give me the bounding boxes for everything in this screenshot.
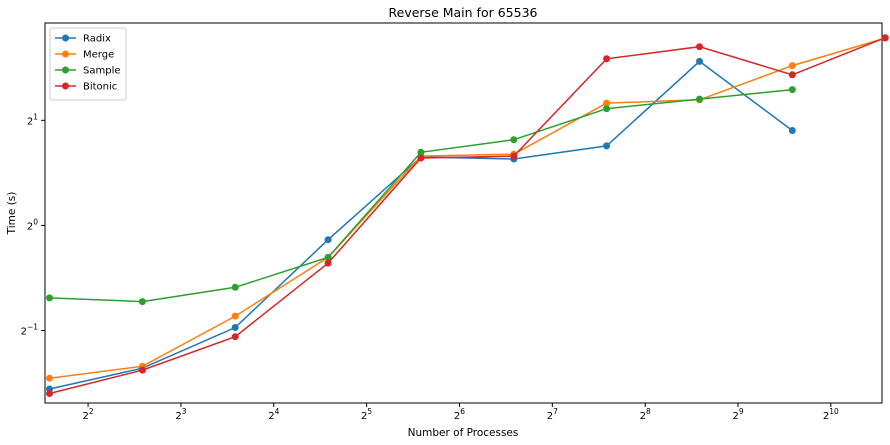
x-tick-exponent: 3 [182,407,187,416]
data-point-sample [696,95,703,103]
data-point-merge [46,374,53,382]
data-point-bitonic [510,152,518,160]
x-tick-label: 26 [454,407,465,422]
data-point-sample [603,105,611,113]
data-point-merge [788,62,796,70]
x-tick-exponent: 6 [460,407,465,416]
y-tick-base: 2 [27,221,33,232]
legend-marker [62,66,69,74]
x-tick-label: 29 [732,407,743,422]
x-tick-base: 2 [640,411,646,422]
series-line-bitonic [49,37,886,395]
data-point-bitonic [603,55,611,63]
x-tick-label: 24 [268,407,279,422]
data-point-bitonic [231,333,239,341]
x-tick-exponent: 4 [275,407,280,416]
legend-item-radix: Radix [55,34,111,45]
legend-item-merge: Merge [55,50,114,61]
data-point-bitonic [417,154,425,162]
legend-frame [49,27,127,101]
x-tick-label: 22 [82,407,93,422]
x-tick-label: 210 [823,407,839,422]
data-point-sample [46,294,53,302]
series-line-merge [49,37,886,379]
legend-marker [62,50,69,58]
x-tick-label: 25 [361,407,372,422]
data-point-radix [324,236,332,244]
y-tick-exponent: 1 [33,112,38,121]
y-tick-label: 21 [27,112,38,127]
data-point-bitonic [138,366,146,374]
x-tick-label: 27 [547,407,558,422]
x-tick-label: 23 [175,407,186,422]
data-point-radix [603,142,611,150]
x-tick-exponent: 8 [646,407,651,416]
x-tick-base: 2 [454,411,460,422]
data-point-sample [231,283,239,291]
data-point-sample [417,148,425,156]
x-tick-exponent: 2 [89,407,94,416]
legend-label: Bitonic [83,82,117,93]
y-tick-exponent: 0 [33,217,38,226]
x-tick-exponent: 7 [553,407,558,416]
y-tick-exponent: −1 [27,323,38,332]
x-tick-exponent: 10 [829,407,839,416]
data-point-radix [696,57,703,65]
y-tick-label: 2−1 [21,323,39,338]
legend: Radix Merge Sample Bitonic [49,27,127,101]
plot-frame [44,22,883,404]
data-point-bitonic [881,34,889,42]
x-tick-base: 2 [268,411,274,422]
series-bitonic [46,34,889,397]
y-tick-label: 20 [27,217,38,232]
chart-title: Reverse Main for 65536 [389,5,538,20]
y-axis-label: Time (s) [6,192,18,236]
data-point-sample [138,298,146,306]
plot-area [44,22,883,404]
y-tick-base: 2 [21,327,27,338]
data-point-bitonic [46,390,53,397]
legend-label: Radix [83,34,111,45]
data-point-radix [231,324,239,331]
data-point-radix [788,127,796,134]
x-tick-base: 2 [82,411,88,422]
legend-marker [62,34,69,42]
x-tick-base: 2 [732,411,738,422]
x-axis-label: Number of Processes [408,427,519,439]
data-point-bitonic [696,43,703,51]
x-tick-exponent: 5 [367,407,372,416]
legend-item-sample: Sample [55,66,121,77]
legend-label: Sample [83,66,121,77]
data-point-sample [510,136,518,144]
x-tick-exponent: 9 [739,407,744,416]
x-tick-base: 2 [361,411,367,422]
x-tick-base: 2 [547,411,553,422]
legend-item-bitonic: Bitonic [55,82,117,93]
data-point-merge [231,312,239,320]
y-tick-base: 2 [27,116,33,127]
data-point-sample [324,253,332,261]
data-point-merge [603,99,611,107]
x-axis-ticks: 22 23 24 25 26 27 28 29 210 [82,403,839,422]
legend-label: Merge [83,50,114,61]
series-layer [46,34,889,397]
legend-marker [62,82,69,90]
data-point-bitonic [324,259,332,267]
data-point-bitonic [788,71,796,79]
series-sample [46,86,796,306]
x-tick-base: 2 [823,411,829,422]
x-tick-label: 28 [640,407,651,422]
data-point-sample [788,86,796,94]
x-tick-base: 2 [175,411,181,422]
